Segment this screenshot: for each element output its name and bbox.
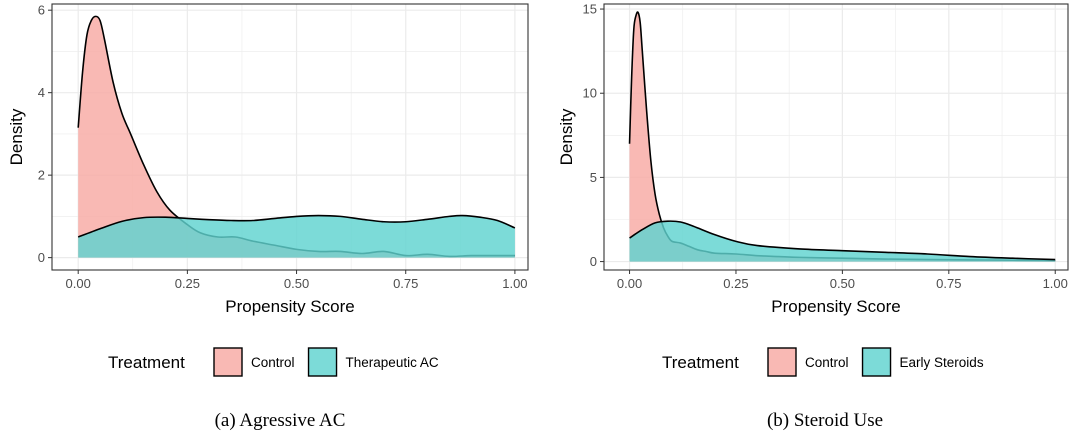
- x-tick-label: 0.00: [617, 276, 642, 291]
- y-tick-label: 0: [38, 250, 45, 265]
- legend-swatch-early-steroids: [861, 347, 892, 377]
- legend-label-control: Control: [805, 355, 849, 370]
- legend-title: Treatment: [662, 353, 739, 372]
- x-tick-label: 0.75: [936, 276, 961, 291]
- legend: Treatment Control Therapeutic AC: [108, 347, 439, 377]
- chart-panel-a: 0.00 0.25 0.50 0.75 1.00 0 2 4 6 Propensity Score…: [7, 3, 529, 377]
- chart-panel-b: 0.00 0.25 0.50 0.75 1.00 0 5 10 15 Propensity Sco…: [557, 2, 1069, 377]
- x-tick-label: 0.50: [284, 276, 309, 291]
- caption-b: (b) Steroid Use: [766, 410, 884, 431]
- y-tick-label: 4: [38, 85, 45, 100]
- density-curve-therapeutic-ac: [77, 214, 516, 238]
- x-tick-label: 0.25: [175, 276, 200, 291]
- y-tick-label: 5: [590, 170, 597, 185]
- y-tick-label: 6: [38, 3, 45, 18]
- x-axis-title: Propensity Score: [771, 297, 900, 316]
- legend-label-control: Control: [251, 355, 295, 370]
- caption-a: (a) Agressive AC: [214, 410, 346, 431]
- density-area-early-steroids: [629, 221, 1056, 262]
- density-curve-early-steroids: [629, 220, 1056, 261]
- x-tick-label: 0.00: [66, 276, 91, 291]
- panel-border: [603, 3, 1069, 271]
- y-axis-title: Density: [7, 108, 26, 165]
- legend-label-therapeutic-ac: Therapeutic AC: [346, 355, 439, 370]
- x-tick-label: 0.25: [723, 276, 748, 291]
- x-tick-label: 1.00: [1043, 276, 1068, 291]
- y-tick-label: 15: [583, 2, 597, 17]
- panel-border: [51, 3, 529, 271]
- x-tick-label: 0.75: [393, 276, 418, 291]
- x-axis-title: Propensity Score: [225, 297, 354, 316]
- y-tick-label: 10: [583, 86, 597, 101]
- legend-label-early-steroids: Early Steroids: [900, 355, 984, 370]
- legend-swatch-therapeutic-ac: [307, 347, 338, 377]
- legend-title: Treatment: [108, 353, 185, 372]
- y-tick-label: 0: [590, 254, 597, 269]
- x-tick-label: 0.50: [830, 276, 855, 291]
- legend-swatch-control: [213, 347, 243, 377]
- x-tick-label: 1.00: [502, 276, 527, 291]
- y-axis-title: Density: [557, 108, 576, 165]
- legend: Treatment Control Early Steroids: [662, 347, 984, 377]
- density-area-therapeutic-ac: [78, 215, 515, 258]
- legend-swatch-control: [767, 347, 797, 377]
- y-tick-label: 2: [38, 168, 45, 183]
